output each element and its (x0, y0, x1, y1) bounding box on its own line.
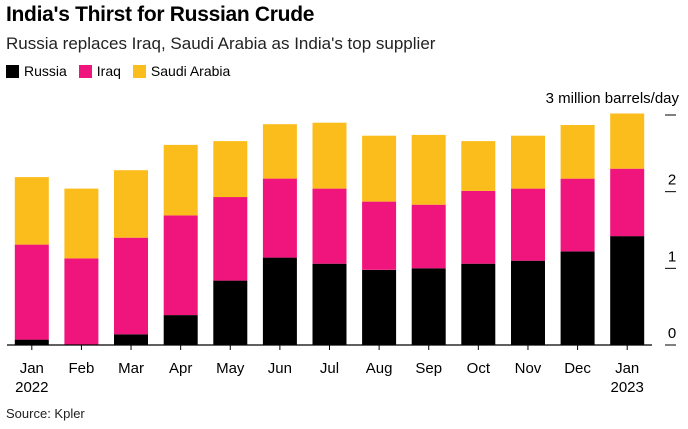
bar-russia-9 (411, 268, 446, 345)
bar-russia-11 (511, 260, 545, 345)
x-tick-label-1: Jan (20, 360, 44, 377)
x-tick-label-4: Apr (169, 360, 192, 377)
x-tick-label-7: Jul (320, 360, 339, 377)
bar-iraq-8 (362, 201, 397, 270)
legend-item-iraq: Iraq (78, 63, 121, 79)
bar-iraq-6 (262, 178, 297, 258)
bar-russia-7 (312, 263, 347, 345)
x-tick-label-2: Feb (68, 360, 94, 377)
x-tick-label-3: Mar (118, 360, 144, 377)
bar-russia-1 (14, 339, 49, 345)
legend-swatch-iraq (78, 64, 92, 78)
bar-russia-12 (560, 251, 595, 345)
x-tick-label-5: May (216, 360, 245, 377)
chart-subtitle: Russia replaces Iraq, Saudi Arabia as In… (6, 34, 436, 53)
legend-label-iraq: Iraq (96, 63, 121, 79)
bar-iraq-5 (213, 197, 248, 281)
bar-saudi-arabia-10 (461, 141, 496, 191)
x-tick-label-10: Oct (467, 360, 491, 377)
x-tick-label-9: Sep (415, 360, 442, 377)
legend-item-russia: Russia (6, 63, 67, 79)
bar-saudi-arabia-1 (14, 177, 49, 245)
bar-russia-6 (262, 257, 297, 345)
bar-saudi-arabia-7 (312, 122, 347, 189)
bar-iraq-13 (610, 168, 645, 237)
x-tick-label-11: Nov (515, 360, 542, 377)
bar-saudi-arabia-2 (64, 188, 99, 259)
x-tick-sublabel-13: 2023 (611, 379, 644, 396)
bar-saudi-arabia-6 (262, 124, 297, 179)
x-tick-label-13: Jan (615, 360, 639, 377)
bar-russia-4 (163, 315, 198, 345)
bar-saudi-arabia-13 (610, 113, 645, 169)
bar-saudi-arabia-11 (511, 135, 545, 189)
bar-saudi-arabia-9 (411, 134, 446, 205)
bar-saudi-arabia-8 (362, 135, 397, 202)
bar-saudi-arabia-12 (560, 125, 595, 179)
bar-iraq-1 (14, 244, 49, 340)
bar-iraq-3 (114, 237, 148, 335)
bar-russia-3 (114, 334, 148, 345)
x-tick-label-12: Dec (564, 360, 591, 377)
bar-iraq-7 (312, 188, 347, 264)
legend: Russia Iraq Saudi Arabia (6, 63, 242, 79)
x-tick-label-6: Jun (268, 360, 292, 377)
source-note: Source: Kpler (6, 406, 85, 421)
legend-swatch-saudi-arabia (132, 64, 146, 78)
y-tick-label-2: 2 (668, 172, 676, 189)
bar-russia-10 (461, 263, 496, 345)
y-unit-label: 3 million barrels/day (546, 90, 680, 107)
legend-label-russia: Russia (24, 63, 67, 79)
bar-iraq-10 (461, 190, 496, 264)
y-tick-label-0: 0 (668, 325, 676, 342)
legend-label-saudi-arabia: Saudi Arabia (150, 63, 231, 79)
bar-russia-13 (610, 236, 645, 345)
legend-swatch-russia (6, 64, 19, 78)
bar-iraq-4 (163, 215, 198, 316)
bar-iraq-12 (560, 178, 595, 252)
bar-russia-5 (213, 280, 248, 345)
chart-title: India's Thirst for Russian Crude (6, 3, 315, 26)
bar-iraq-11 (511, 188, 545, 261)
x-tick-sublabel-1: 2022 (15, 379, 48, 396)
bar-iraq-2 (64, 258, 99, 345)
x-tick-label-8: Aug (366, 360, 393, 377)
bar-russia-8 (362, 269, 397, 345)
bar-iraq-9 (411, 204, 446, 269)
bar-saudi-arabia-3 (114, 170, 148, 238)
bar-saudi-arabia-5 (213, 141, 248, 198)
y-tick-label-1: 1 (668, 248, 676, 265)
legend-item-saudi-arabia: Saudi Arabia (132, 63, 231, 79)
bar-saudi-arabia-4 (163, 144, 198, 216)
